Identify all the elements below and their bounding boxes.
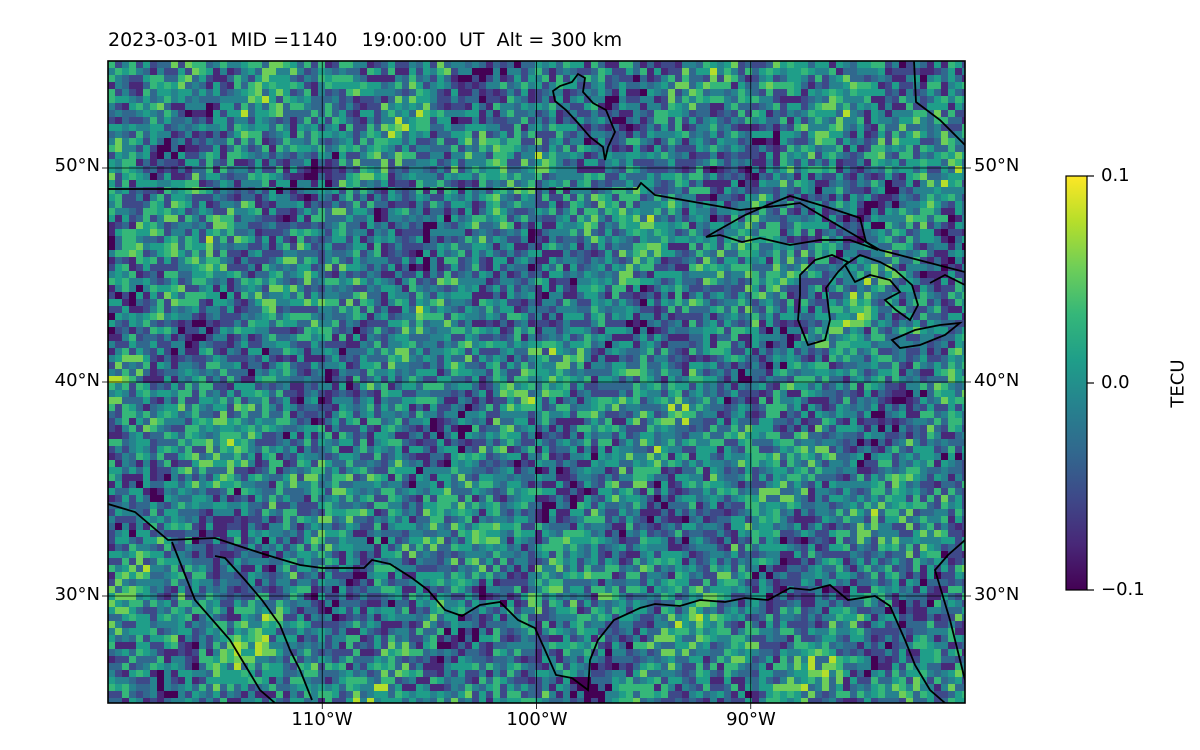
lon-tick-100w: 100°W (506, 709, 568, 730)
lake-erie (890, 321, 963, 349)
lake-superior (705, 195, 879, 251)
graticule (102, 61, 971, 709)
lake-ontario (929, 273, 965, 286)
lat-tick-left-40: 40°N (54, 370, 100, 391)
tec-heatmap (108, 61, 965, 703)
hudson-bay-east (913, 61, 965, 146)
lat-tick-right-30: 30°N (974, 584, 1020, 605)
lat-tick-right-40: 40°N (974, 370, 1020, 391)
us-mexico-border (108, 503, 573, 679)
lat-tick-left-50: 50°N (54, 155, 100, 176)
map-frame (107, 60, 966, 704)
colorbar-ticks (1087, 175, 1094, 591)
coastlines (108, 61, 965, 703)
atlantic-coast (933, 539, 965, 681)
map-title: 2023-03-01 MID =1140 19:00:00 UT Alt = 3… (108, 29, 623, 51)
baja-coast (214, 555, 313, 701)
colorbar-tick-min: −0.1 (1101, 579, 1145, 600)
colorbar (1065, 175, 1088, 591)
lon-tick-110w: 110°W (291, 709, 353, 730)
lake-michigan (797, 254, 850, 347)
colorbar-tick-max: 0.1 (1101, 165, 1130, 186)
colorbar-tick-zero: 0.0 (1101, 372, 1130, 393)
lat-tick-right-50: 50°N (974, 155, 1020, 176)
lat-tick-left-30: 30°N (54, 584, 100, 605)
colorbar-label: TECU (1167, 359, 1189, 408)
gulf-coast (571, 584, 946, 703)
baja-peninsula (171, 541, 276, 703)
hudson-bay-coast (552, 72, 616, 161)
lon-tick-90w: 90°W (726, 709, 776, 730)
us-canada-border (108, 181, 965, 273)
lake-huron (843, 254, 919, 322)
